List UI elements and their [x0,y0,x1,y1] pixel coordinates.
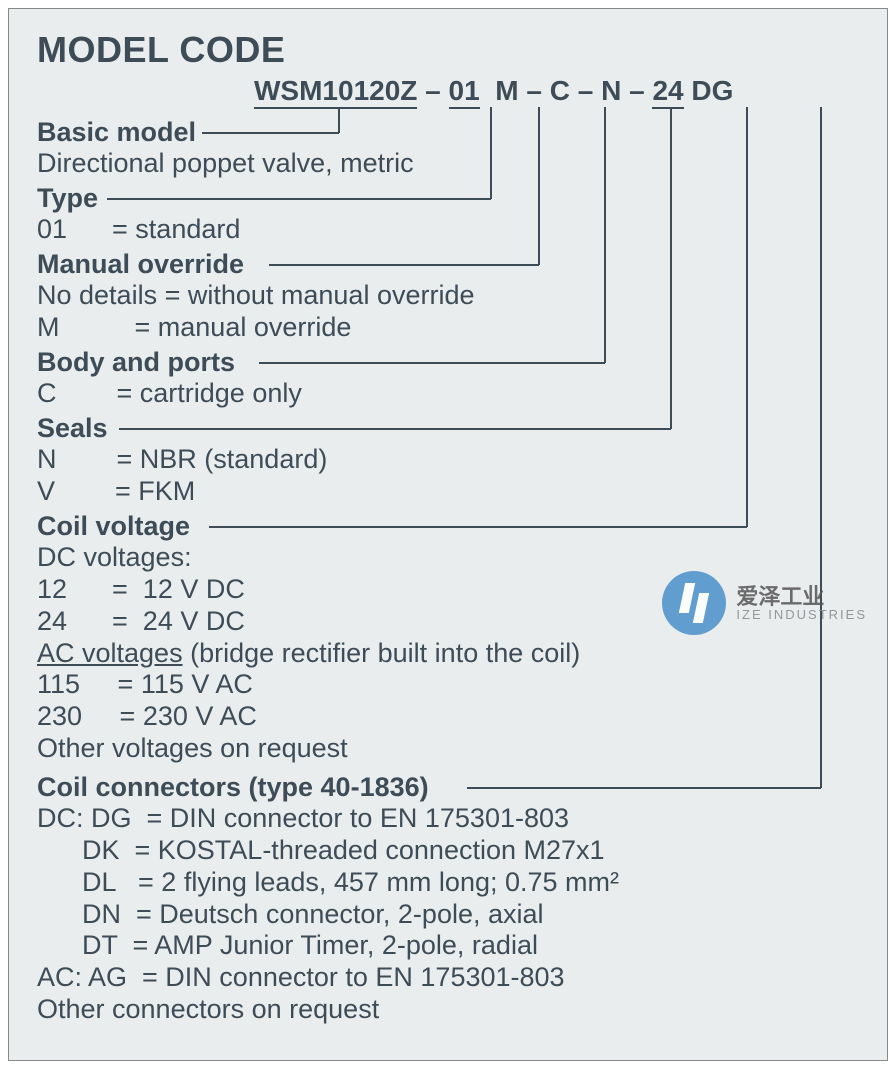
model-code-line: WSM10120Z – 01 M – C – N – 24 DG [254,75,733,109]
section-line: 24 = 24 V DC [37,606,580,638]
section-line: N = NBR (standard) [37,444,327,476]
watermark: 爱泽工业 IZE INDUSTRIES [662,571,867,635]
section-line: AC voltages (bridge rectifier built into… [37,638,580,670]
section-line: V = FKM [37,476,327,508]
section-type: Type01 = standard [37,183,240,246]
section-line: 115 = 115 V AC [37,669,580,701]
section-title: Manual override [37,249,244,279]
section-body: 01 = standard [37,214,240,246]
section-body: DC voltages:12 = 12 V DC24 = 24 V DCAC v… [37,542,580,765]
watermark-cn: 爱泽工业 [736,585,867,608]
section-line: 01 = standard [37,214,240,246]
section-line: AC: AG = DIN connector to EN 175301-803 [37,962,619,994]
section-basic_model: Basic modelDirectional poppet valve, met… [37,117,414,180]
section-line: DT = AMP Junior Timer, 2-pole, radial [37,930,619,962]
section-line: DN = Deutsch connector, 2-pole, axial [37,899,619,931]
model-code-segment: WSM10120Z [254,75,417,109]
watermark-logo-icon [662,571,726,635]
section-line: Other connectors on request [37,994,619,1026]
section-line: 230 = 230 V AC [37,701,580,733]
model-code-segment [684,75,692,107]
section-line: C = cartridge only [37,378,302,410]
section-line: DC: DG = DIN connector to EN 175301-803 [37,803,619,835]
section-line: Directional poppet valve, metric [37,148,414,180]
model-code-segment: N [601,75,621,107]
section-line: 12 = 12 V DC [37,574,580,606]
section-body: DC: DG = DIN connector to EN 175301-803 … [37,803,619,1026]
section-line: Other voltages on request [37,733,580,765]
page-background: MODEL CODE WSM10120Z – 01 M – C – N – 24… [8,8,888,1061]
model-code-segment: C [550,75,570,107]
section-title: Type [37,183,98,213]
section-line: DC voltages: [37,542,580,574]
section-title: Seals [37,413,108,443]
section-body: C = cartridge only [37,378,302,410]
section-line: DK = KOSTAL-threaded connection M27x1 [37,835,619,867]
section-title: Basic model [37,117,196,147]
page-title: MODEL CODE [37,29,285,71]
section-line: No details = without manual override [37,280,474,312]
section-body_ports: Body and portsC = cartridge only [37,347,302,410]
section-body: N = NBR (standard)V = FKM [37,444,327,508]
section-line: M = manual override [37,312,474,344]
section-coil_connectors: Coil connectors (type 40-1836)DC: DG = D… [37,772,619,1026]
watermark-en: IZE INDUSTRIES [736,608,867,622]
model-code-segment: – [519,75,550,107]
model-code-segment: M [495,75,518,107]
model-code-segment: – [417,75,448,107]
section-title: Coil connectors (type 40-1836) [37,772,429,802]
model-code-segment: DG [691,75,733,107]
section-title: Body and ports [37,347,235,377]
model-code-segment: – [621,75,652,107]
section-line: DL = 2 flying leads, 457 mm long; 0.75 m… [37,867,619,899]
section-manual_override: Manual overrideNo details = without manu… [37,249,474,344]
section-body: No details = without manual overrideM = … [37,280,474,344]
section-body: Directional poppet valve, metric [37,148,414,180]
model-code-segment [480,75,496,107]
model-code-segment: 01 [449,75,480,109]
model-code-segment: 24 [652,75,683,109]
model-code-segment: – [570,75,601,107]
section-title: Coil voltage [37,511,190,541]
content-area: MODEL CODE WSM10120Z – 01 M – C – N – 24… [9,9,887,1060]
section-seals: SealsN = NBR (standard)V = FKM [37,413,327,508]
section-coil_voltage: Coil voltageDC voltages:12 = 12 V DC24 =… [37,511,580,765]
